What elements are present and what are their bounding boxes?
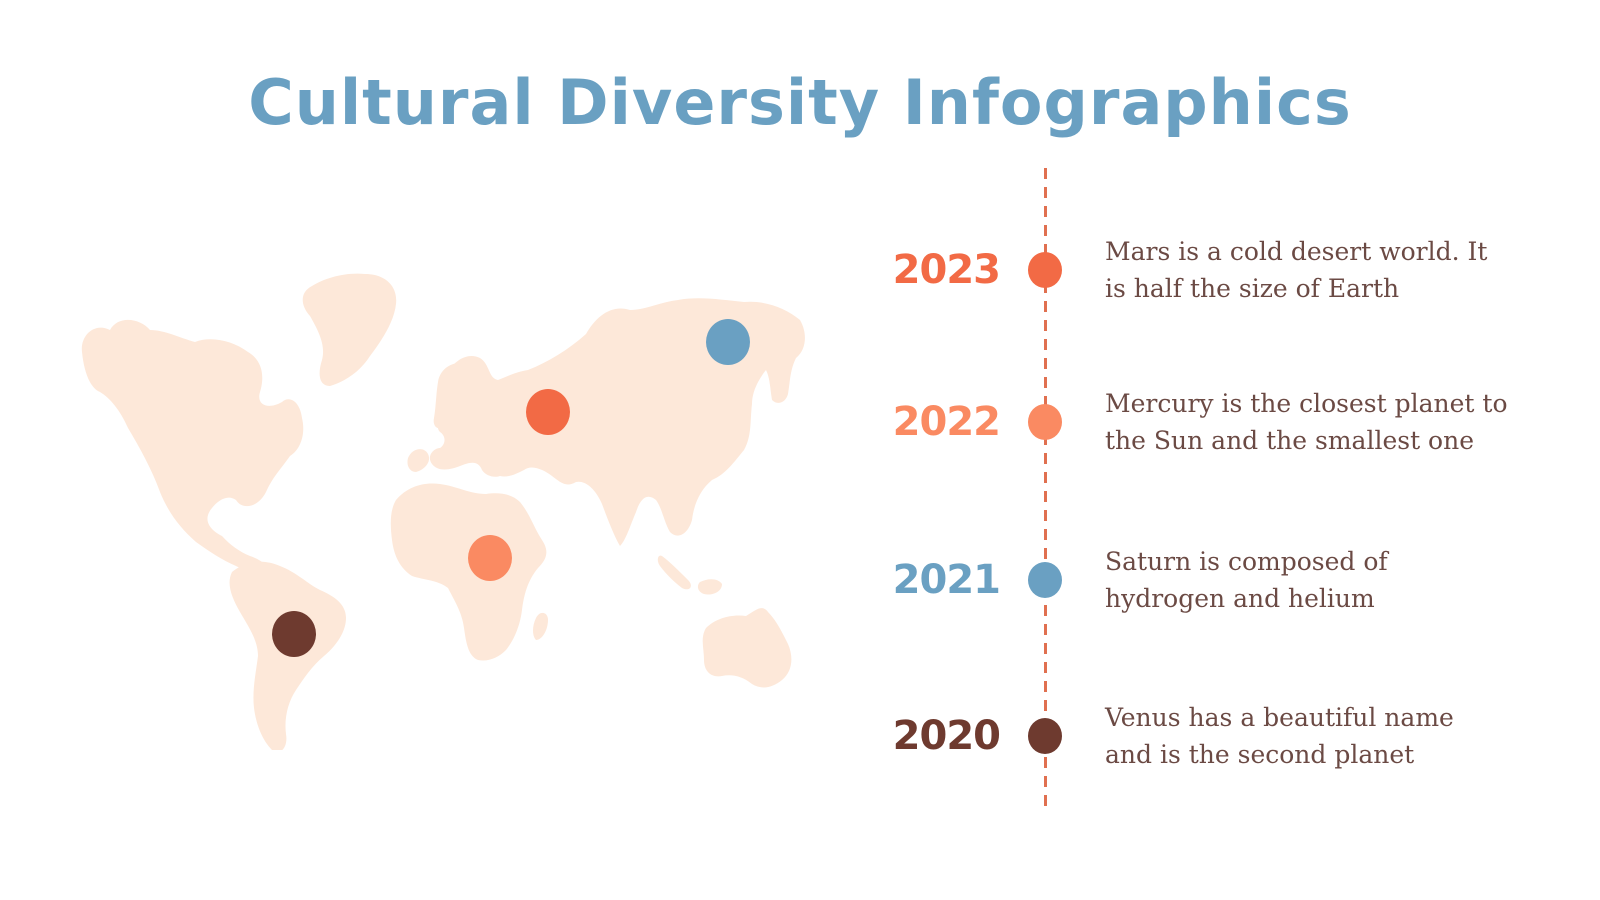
timeline-item-2022: 2022 Mercury is the closest planet to th… bbox=[0, 382, 1600, 462]
timeline-item-2021: 2021 Saturn is composed of hydrogen and … bbox=[0, 540, 1600, 620]
eurasia-shape bbox=[429, 298, 805, 546]
africa-shape bbox=[390, 483, 547, 661]
description-line: Saturn is composed of bbox=[1105, 547, 1388, 576]
world-map bbox=[81, 273, 805, 750]
timeline-dot[interactable] bbox=[1028, 562, 1062, 598]
timeline-item-2020: 2020 Venus has a beautiful name and is t… bbox=[0, 696, 1600, 776]
timeline-description: Mars is a cold desert world. It is half … bbox=[1105, 233, 1535, 307]
timeline-description: Saturn is composed of hydrogen and heliu… bbox=[1105, 543, 1535, 617]
scandinavia-shape bbox=[433, 362, 475, 429]
timeline-description: Venus has a beautiful name and is the se… bbox=[1105, 699, 1535, 773]
description-line: the Sun and the smallest one bbox=[1105, 426, 1475, 455]
uk-shape bbox=[407, 449, 430, 472]
timeline-year: 2023 bbox=[892, 247, 1001, 293]
africa-marker[interactable] bbox=[468, 535, 512, 581]
australia-shape bbox=[702, 608, 792, 688]
timeline-year: 2020 bbox=[892, 713, 1001, 759]
description-line: is half the size of Earth bbox=[1105, 274, 1400, 303]
indonesia-shape bbox=[697, 579, 722, 595]
south-america-marker[interactable] bbox=[272, 611, 316, 657]
timeline-year: 2021 bbox=[892, 557, 1001, 603]
page-title: Cultural Diversity Infographics bbox=[248, 66, 1352, 139]
description-line: Mars is a cold desert world. It bbox=[1105, 237, 1488, 266]
description-line: Venus has a beautiful name bbox=[1105, 703, 1454, 732]
timeline-dot[interactable] bbox=[1028, 252, 1062, 288]
description-line: hydrogen and helium bbox=[1105, 584, 1375, 613]
timeline-item-2023: 2023 Mars is a cold desert world. It is … bbox=[0, 230, 1600, 310]
timeline-dot[interactable] bbox=[1028, 718, 1062, 754]
timeline-description: Mercury is the closest planet to the Sun… bbox=[1105, 385, 1535, 459]
description-line: and is the second planet bbox=[1105, 740, 1415, 769]
map-markers bbox=[272, 319, 750, 657]
map-land bbox=[81, 273, 805, 750]
north-america-shape bbox=[81, 319, 304, 578]
europe-marker[interactable] bbox=[526, 389, 570, 435]
description-line: Mercury is the closest planet to bbox=[1105, 389, 1508, 418]
timeline-dashed-line bbox=[1044, 168, 1047, 813]
greenland-shape bbox=[302, 273, 397, 386]
southeast-asia-shape bbox=[657, 555, 691, 590]
asia-marker[interactable] bbox=[706, 319, 750, 365]
timeline-dot[interactable] bbox=[1028, 404, 1062, 440]
timeline-year: 2022 bbox=[892, 399, 1001, 445]
madagascar-shape bbox=[533, 612, 548, 640]
